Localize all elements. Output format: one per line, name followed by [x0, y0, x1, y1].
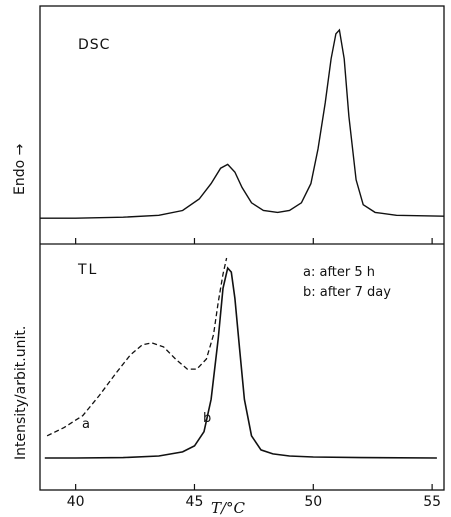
- dsc-panel-label: DSC: [78, 37, 110, 53]
- x-tick-label-45: 45: [186, 494, 204, 510]
- x-tick-label-55: 55: [423, 494, 441, 510]
- curve-b-annotation: b: [203, 411, 211, 426]
- x-tick-label-40: 40: [67, 494, 85, 510]
- tl-curve-b: [44, 266, 437, 459]
- tl-y-axis-label: Intensity/arbit.unit.: [13, 326, 29, 460]
- tl-x-ticks: [75, 484, 433, 490]
- dsc-panel: DSC Endo →: [12, 28, 445, 244]
- x-tick-label-50: 50: [304, 494, 322, 510]
- dsc-y-axis-label: Endo →: [12, 143, 28, 195]
- x-axis-label: T/°C: [211, 499, 246, 517]
- curve-a-annotation: a: [82, 417, 90, 432]
- legend-entry-b: b: after 7 day: [303, 285, 391, 300]
- tl-panel-label: TL: [77, 262, 98, 278]
- x-tick-labels: 40 45 50 55: [67, 494, 441, 510]
- plot-frame: [39, 5, 445, 491]
- dsc-x-ticks: [75, 238, 433, 244]
- legend-entry-a: a: after 5 h: [303, 265, 375, 280]
- dsc-curve: [40, 28, 445, 219]
- tl-curve-a: [46, 257, 228, 437]
- frame: [39, 5, 445, 491]
- tl-panel: TL a: after 5 h b: after 7 day Intensity…: [13, 257, 441, 517]
